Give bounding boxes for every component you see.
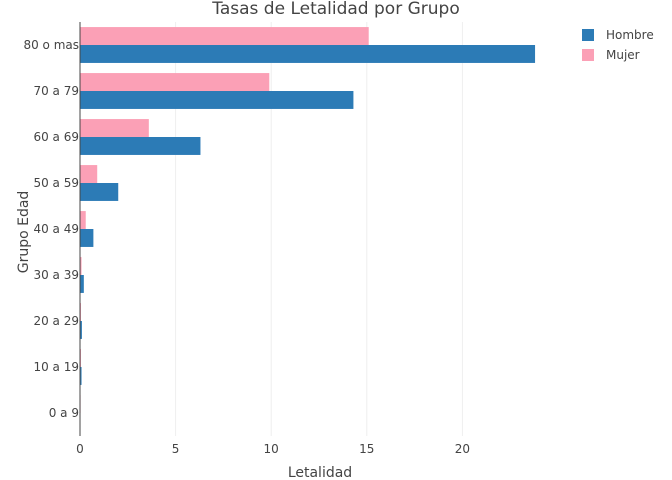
legend[interactable]: Hombre Mujer — [582, 28, 654, 62]
x-axis-title: Letalidad — [288, 465, 352, 480]
bar-mujer[interactable] — [80, 27, 369, 45]
bars — [80, 27, 536, 431]
bar-hombre[interactable] — [80, 275, 84, 293]
bar-mujer[interactable] — [80, 211, 86, 229]
y-tick-label: 70 a 79 — [33, 84, 79, 98]
y-tick-label: 80 o mas — [23, 38, 79, 52]
y-tick-label: 30 a 39 — [33, 268, 79, 282]
bar-hombre[interactable] — [80, 183, 119, 201]
y-axis-title: Grupo Edad — [16, 191, 32, 274]
y-tick-label: 50 a 59 — [33, 176, 79, 190]
x-tick-labels: 0 5 10 15 20 — [76, 442, 470, 456]
y-tick-label: 0 a 9 — [49, 406, 79, 420]
bar-hombre[interactable] — [80, 321, 82, 339]
x-tick-label: 20 — [455, 442, 470, 456]
legend-swatch-hombre[interactable] — [582, 29, 594, 41]
legend-label-hombre[interactable]: Hombre — [606, 28, 654, 42]
x-tick-label: 15 — [359, 442, 374, 456]
x-tick-label: 5 — [172, 442, 180, 456]
y-tick-label: 10 a 19 — [33, 360, 79, 374]
bar-mujer[interactable] — [80, 165, 98, 183]
bar-hombre[interactable] — [80, 137, 201, 155]
bar-hombre[interactable] — [80, 45, 536, 63]
legend-swatch-mujer[interactable] — [582, 49, 594, 61]
bar-hombre[interactable] — [80, 367, 82, 385]
y-tick-label: 20 a 29 — [33, 314, 79, 328]
bar-mujer[interactable] — [80, 119, 149, 137]
y-tick-labels: 0 a 9 10 a 19 20 a 29 30 a 39 40 a 49 50 a 59… — [23, 38, 79, 420]
bar-mujer[interactable] — [80, 257, 82, 275]
x-tick-label: 0 — [76, 442, 84, 456]
bar-hombre[interactable] — [80, 91, 354, 109]
bar-mujer[interactable] — [80, 73, 270, 91]
legend-label-mujer[interactable]: Mujer — [606, 48, 640, 62]
y-tick-label: 40 a 49 — [33, 222, 79, 236]
y-tick-label: 60 a 69 — [33, 130, 79, 144]
bar-hombre[interactable] — [80, 229, 94, 247]
chart-title: Tasas de Letalidad por Grupo — [211, 0, 459, 19]
x-tick-label: 10 — [264, 442, 279, 456]
